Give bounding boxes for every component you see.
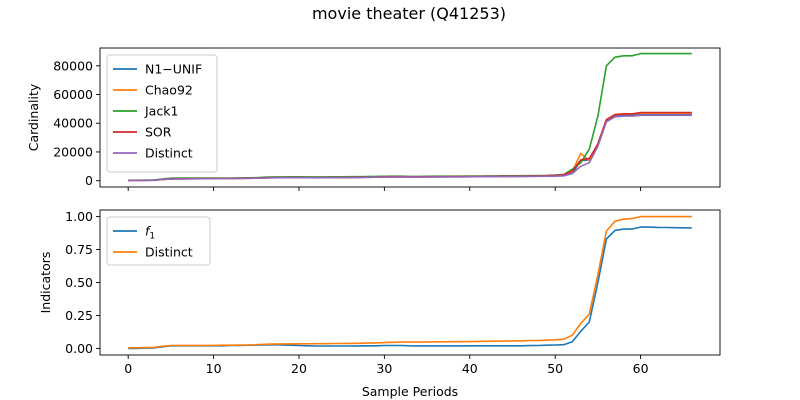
legend-label-0-1: Chao92 — [145, 83, 193, 98]
y-tick-label-0-2: 40000 — [53, 116, 93, 131]
x-tick-label-6: 60 — [633, 361, 649, 376]
x-tick-label-3: 30 — [376, 361, 392, 376]
x-tick-label-0: 0 — [124, 361, 132, 376]
y-tick-label-1-3: 0.75 — [65, 242, 93, 257]
y-tick-label-0-4: 80000 — [53, 58, 93, 73]
series-line-1-1 — [128, 215, 692, 349]
legend-label-1-1: Distinct — [145, 245, 193, 260]
legend-label-0-0: N1−UNIF — [145, 62, 202, 77]
x-tick-label-1: 10 — [206, 361, 222, 376]
legend-label-1-0: f1 — [145, 224, 155, 242]
x-axis-label: Sample Periods — [362, 384, 458, 399]
cardinality-chart: 0 20000 40000 60000 80000 Cardinality N1−UNIF C… — [26, 47, 721, 191]
legend-label-0-2: Jack1 — [144, 104, 178, 119]
y-tick-label-0-1: 20000 — [53, 144, 93, 159]
legend-label-0-3: SOR — [145, 125, 172, 140]
y-tick-label-1-0: 0.00 — [65, 341, 93, 356]
plot-frame-0 — [99, 47, 721, 188]
series-line-0-4 — [128, 114, 692, 182]
y-axis-label-1: Indicators — [38, 252, 53, 314]
y-tick-label-1-2: 0.50 — [65, 275, 93, 290]
y-tick-label-1-4: 1.00 — [65, 209, 93, 224]
y-tick-label-1-1: 0.25 — [65, 308, 93, 323]
x-tick-label-4: 40 — [462, 361, 478, 376]
x-tick-label-2: 20 — [291, 361, 307, 376]
series-line-1-0 — [128, 226, 692, 350]
legend-box-0 — [106, 54, 218, 173]
y-axis-label-0: Cardinality — [26, 83, 41, 151]
indicators-chart: 0 10 20 30 40 50 60 0.00 0.25 0.50 0.75 1.00 Indicat… — [38, 209, 721, 399]
x-tick-label-5: 50 — [547, 361, 563, 376]
y-tick-label-0-3: 60000 — [53, 87, 93, 102]
legend-label-0-4: Distinct — [145, 146, 193, 161]
legend-box-1 — [106, 216, 211, 266]
y-tick-label-0-0: 0 — [85, 173, 93, 188]
figure-title: movie theater (Q41253) — [312, 4, 506, 23]
